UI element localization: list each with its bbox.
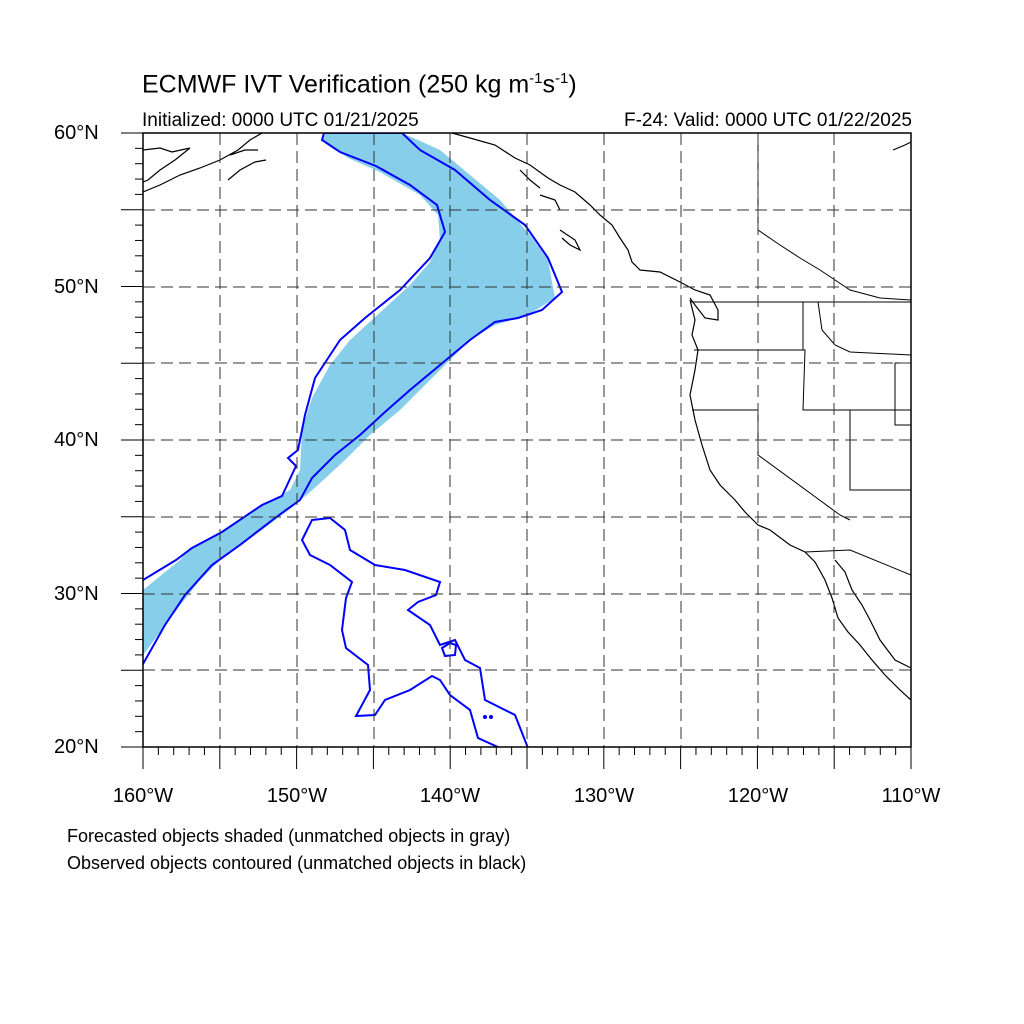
observed-ivt-dot <box>483 715 487 719</box>
lat-lon-grid <box>143 133 911 747</box>
coastline-baja <box>834 559 911 669</box>
coastline-alaska-east <box>892 141 911 151</box>
note-observed: Observed objects contoured (unmatched ob… <box>67 853 527 873</box>
lat-label-60n: 60°N <box>54 122 99 144</box>
valid-time: F-24: Valid: 0000 UTC 01/22/2025 <box>624 110 912 131</box>
observed-ivt-contour-islet <box>440 641 458 658</box>
map-title: ECMWF IVT Verification (250 kg m-1s-1) <box>142 70 577 99</box>
state-borders <box>690 133 911 576</box>
coastline-us-west <box>689 299 911 701</box>
axis-ticks <box>121 132 912 769</box>
observed-ivt-contour-south <box>300 516 529 747</box>
lon-label-150w: 150°W <box>266 785 328 807</box>
coastline-bc <box>451 133 719 321</box>
note-forecast: Forecasted objects shaded (unmatched obj… <box>67 826 511 846</box>
lon-label-130w: 130°W <box>573 785 635 807</box>
lat-label-30n: 30°N <box>54 583 99 605</box>
forecast-ivt-object <box>143 133 555 655</box>
lat-label-40n: 40°N <box>54 429 99 451</box>
lon-label-120w: 120°W <box>727 785 789 807</box>
lon-label-160w: 160°W <box>112 785 174 807</box>
observed-ivt-contour-main <box>143 133 564 665</box>
observed-ivt-dot <box>489 715 493 719</box>
lon-label-140w: 140°W <box>419 785 481 807</box>
initialized-time: Initialized: 0000 UTC 01/21/2025 <box>142 110 419 131</box>
lat-label-20n: 20°N <box>54 736 99 758</box>
lat-label-50n: 50°N <box>54 276 99 298</box>
lon-label-110w: 110°W <box>881 785 941 807</box>
coastline-alaska <box>143 133 267 193</box>
